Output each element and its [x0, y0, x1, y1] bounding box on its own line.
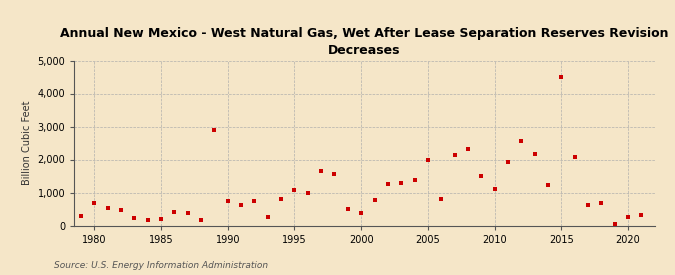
Point: [129, 216, 140, 220]
Point: [569, 154, 580, 159]
Point: [529, 151, 540, 156]
Text: Source: U.S. Energy Information Administration: Source: U.S. Energy Information Administ…: [54, 260, 268, 270]
Point: [76, 213, 86, 218]
Point: [289, 188, 300, 192]
Point: [462, 147, 473, 152]
Point: [329, 172, 340, 176]
Point: [636, 213, 647, 217]
Point: [610, 222, 620, 226]
Point: [209, 128, 220, 133]
Point: [236, 203, 246, 207]
Title: Annual New Mexico - West Natural Gas, Wet After Lease Separation Reserves Revisi: Annual New Mexico - West Natural Gas, We…: [60, 27, 669, 57]
Point: [222, 199, 233, 203]
Point: [383, 182, 394, 186]
Point: [476, 174, 487, 178]
Point: [169, 210, 180, 214]
Point: [503, 160, 514, 164]
Point: [249, 199, 260, 203]
Point: [516, 139, 526, 143]
Point: [356, 211, 367, 215]
Point: [543, 183, 554, 188]
Point: [622, 215, 633, 219]
Point: [156, 217, 167, 221]
Point: [342, 207, 353, 211]
Point: [583, 203, 593, 208]
Point: [396, 180, 406, 185]
Point: [102, 205, 113, 210]
Point: [369, 197, 380, 202]
Point: [115, 208, 126, 213]
Point: [89, 201, 100, 205]
Point: [263, 214, 273, 219]
Point: [275, 197, 286, 201]
Point: [409, 178, 420, 182]
Y-axis label: Billion Cubic Feet: Billion Cubic Feet: [22, 101, 32, 185]
Point: [436, 197, 447, 201]
Point: [62, 220, 73, 224]
Point: [316, 169, 327, 173]
Point: [423, 158, 433, 163]
Point: [142, 218, 153, 222]
Point: [489, 187, 500, 191]
Point: [182, 211, 193, 215]
Point: [449, 153, 460, 157]
Point: [596, 201, 607, 205]
Point: [302, 190, 313, 195]
Point: [196, 218, 207, 222]
Point: [556, 75, 567, 79]
